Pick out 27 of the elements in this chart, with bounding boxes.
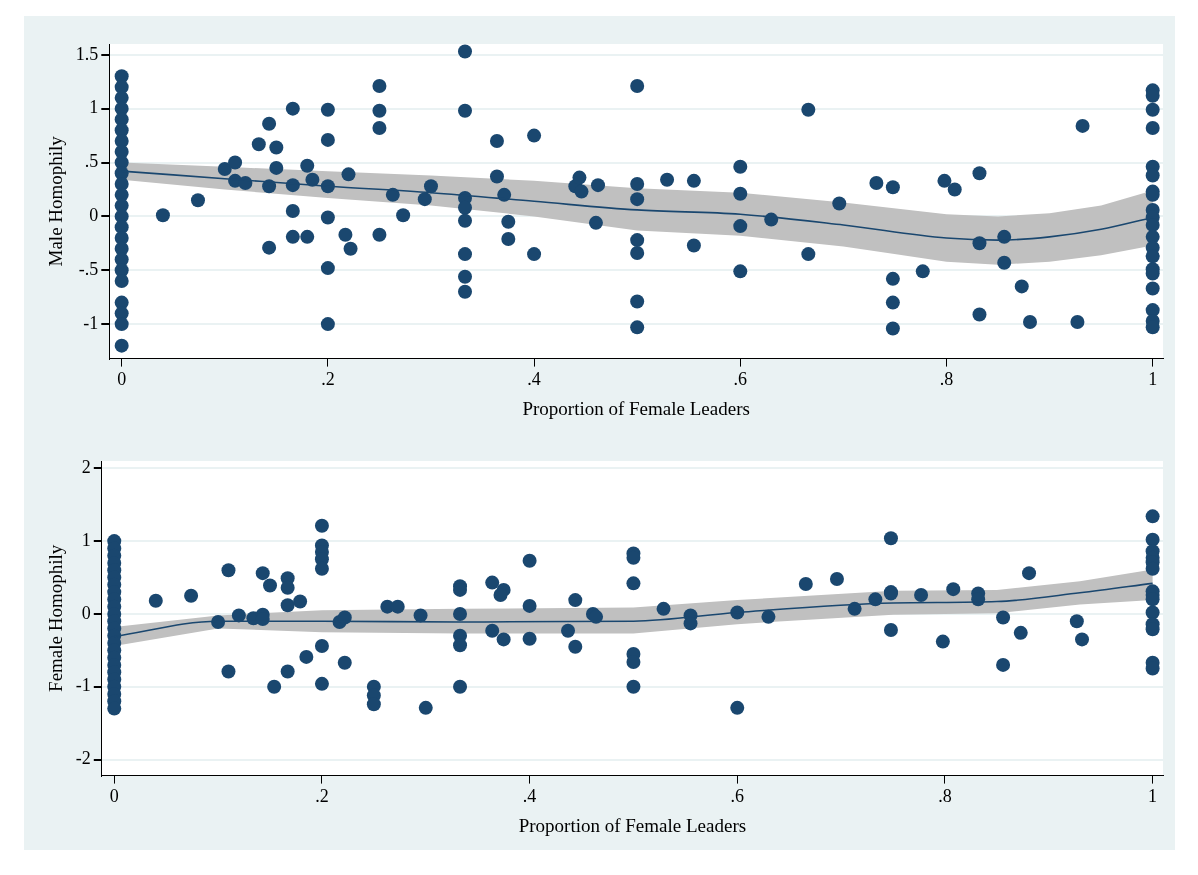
y-tick-label: 0 <box>81 602 91 623</box>
x-tick-label: .4 <box>527 369 541 390</box>
x-tick-label: .6 <box>733 369 748 390</box>
y-tick-label: -1 <box>83 312 99 333</box>
y-tick-label: 0 <box>89 205 99 226</box>
x-axis-title: Proportion of Female Leaders <box>522 397 750 419</box>
y-axis-title: Female Homophily <box>45 544 67 692</box>
y-tick-label: .5 <box>84 151 99 172</box>
y-axis-title: Male Homophily <box>45 135 67 267</box>
y-tick-label: -2 <box>75 748 91 769</box>
x-axis-title: Proportion of Female Leaders <box>518 814 747 836</box>
x-tick-label: .8 <box>939 369 954 390</box>
y-tick-label: -.5 <box>78 258 99 279</box>
x-tick-label: 1 <box>1148 786 1158 807</box>
y-tick-label: 2 <box>81 457 91 478</box>
y-tick-label: 1 <box>81 529 91 550</box>
x-tick-label: .2 <box>315 786 329 807</box>
x-tick-label: 1 <box>1148 369 1158 390</box>
x-tick-label: .8 <box>938 786 952 807</box>
y-tick-label: 1 <box>89 97 99 118</box>
x-tick-label: .2 <box>321 369 335 390</box>
x-tick-label: .6 <box>730 786 745 807</box>
y-tick-label: -1 <box>75 675 91 696</box>
x-tick-label: 0 <box>117 369 127 390</box>
x-tick-label: .4 <box>522 786 537 807</box>
y-tick-label: 1.5 <box>75 43 99 64</box>
x-tick-label: 0 <box>109 786 119 807</box>
